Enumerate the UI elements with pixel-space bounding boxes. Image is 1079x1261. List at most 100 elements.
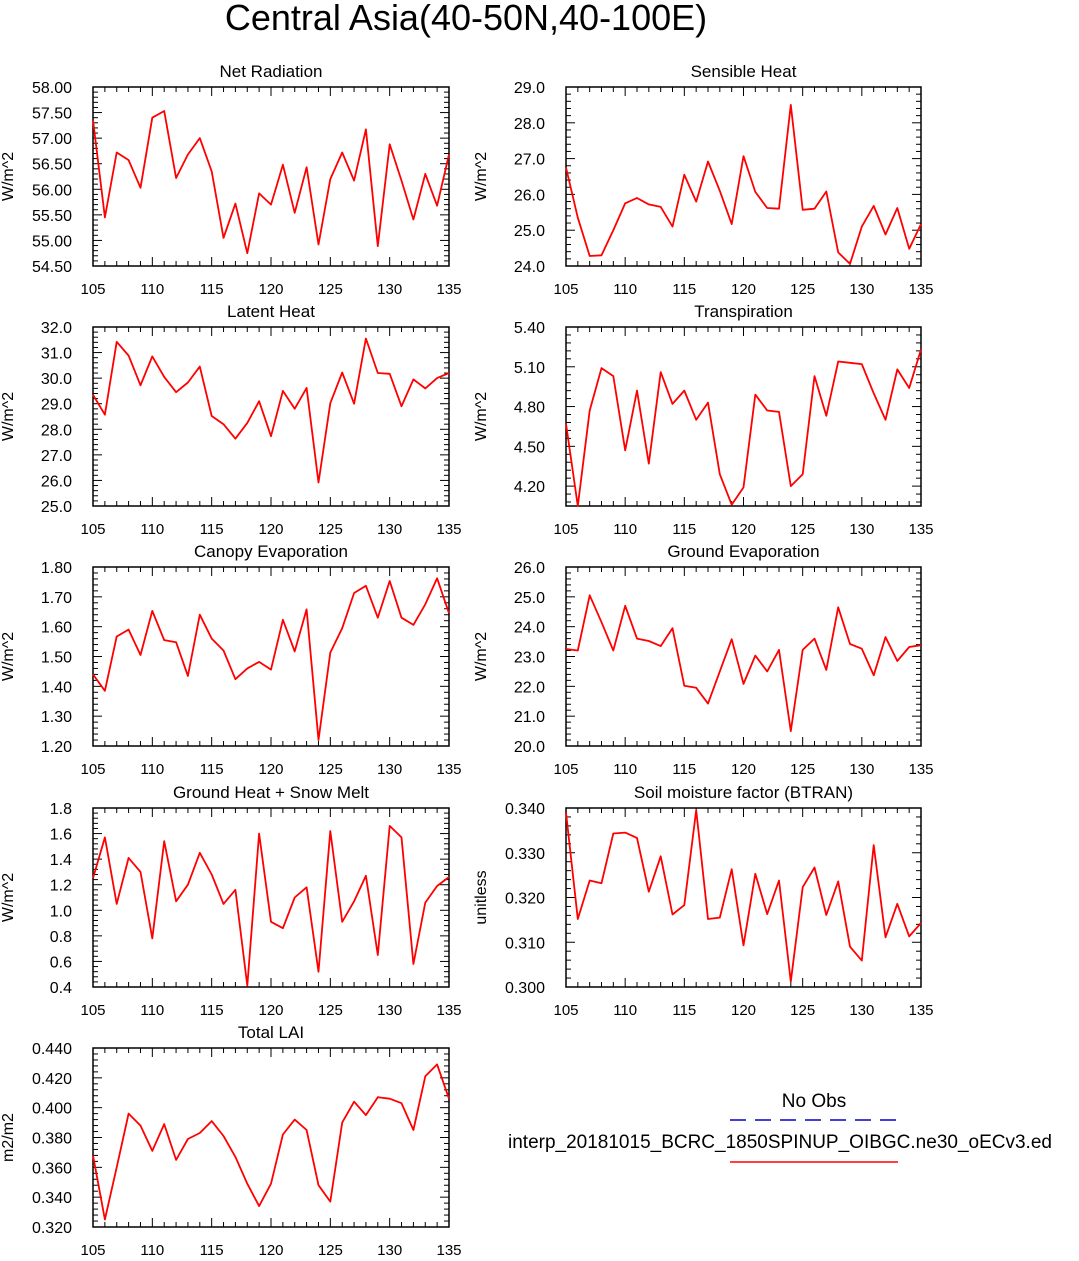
y-tick-label: 29.0 <box>41 397 72 414</box>
figure-title: Central Asia(40-50N,40-100E) <box>225 0 707 38</box>
y-tick-label: 1.60 <box>41 620 72 637</box>
panel-7: 105 110 115 120 125 130 135 0.300 0.310 0.320 0.33… <box>473 783 934 1019</box>
y-tick-label: 28.0 <box>514 116 545 133</box>
y-tick-label: 0.310 <box>505 935 545 952</box>
panel-6: 105 110 115 120 125 130 135 0.4 0.6 0.8 1.0 1.2 1.4 1… <box>0 783 462 1019</box>
x-tick-label: 125 <box>318 761 343 778</box>
y-axis-label: m2/m2 <box>0 1113 17 1162</box>
series-line <box>565 594 922 732</box>
x-tick-label: 105 <box>553 761 578 778</box>
y-tick-label: 0.8 <box>50 929 72 946</box>
y-tick-label: 1.8 <box>50 801 72 818</box>
y-tick-label: 5.10 <box>514 360 545 377</box>
x-tick-label: 115 <box>672 521 696 538</box>
series-line <box>92 1063 450 1221</box>
y-tick-label: 4.20 <box>514 479 545 496</box>
x-tick-label: 130 <box>849 281 874 298</box>
x-tick-label: 125 <box>790 521 815 538</box>
panel-title: Net Radiation <box>219 62 322 81</box>
x-tick-label: 105 <box>553 281 578 298</box>
y-tick-label: 56.50 <box>32 157 72 174</box>
x-tick-label: 115 <box>200 761 224 778</box>
series-line <box>92 825 450 987</box>
x-tick-label: 130 <box>377 521 402 538</box>
x-tick-label: 105 <box>80 761 105 778</box>
x-tick-label: 105 <box>553 1002 578 1019</box>
x-tick-label: 130 <box>377 761 402 778</box>
y-axis-label: W/m^2 <box>0 152 17 201</box>
plot-frame <box>92 566 450 747</box>
x-tick-label: 120 <box>258 521 283 538</box>
x-tick-label: 105 <box>80 281 105 298</box>
y-tick-label: 4.80 <box>514 400 545 417</box>
y-tick-label: 55.00 <box>32 233 72 250</box>
y-tick-label: 30.0 <box>41 371 72 388</box>
y-tick-label: 1.50 <box>41 650 72 667</box>
y-tick-label: 58.00 <box>32 80 72 97</box>
y-tick-label: 57.00 <box>32 131 72 148</box>
x-tick-label: 135 <box>436 521 461 538</box>
y-tick-label: 1.80 <box>41 560 72 577</box>
x-tick-label: 105 <box>80 521 105 538</box>
x-tick-label: 125 <box>318 281 343 298</box>
x-tick-label: 130 <box>849 1002 874 1019</box>
y-axis-label: W/m^2 <box>473 152 490 201</box>
series-line <box>565 104 922 265</box>
y-tick-label: 0.340 <box>505 801 545 818</box>
y-tick-label: 55.50 <box>32 208 72 225</box>
x-tick-label: 120 <box>731 281 756 298</box>
x-tick-label: 125 <box>318 521 343 538</box>
x-tick-label: 125 <box>790 281 815 298</box>
x-tick-label: 135 <box>908 281 933 298</box>
y-tick-label: 21.0 <box>514 709 545 726</box>
series-line <box>92 110 450 255</box>
y-tick-label: 27.0 <box>514 152 545 169</box>
x-tick-label: 110 <box>613 1002 637 1019</box>
y-tick-label: 25.0 <box>41 499 72 516</box>
y-axis-label: W/m^2 <box>0 873 17 922</box>
x-tick-label: 120 <box>731 761 756 778</box>
y-tick-label: 1.70 <box>41 590 72 607</box>
y-tick-label: 25.0 <box>514 223 545 240</box>
x-tick-label: 135 <box>436 1242 461 1259</box>
y-tick-label: 24.0 <box>514 259 545 276</box>
y-tick-label: 5.40 <box>514 320 545 337</box>
x-tick-label: 120 <box>258 1002 283 1019</box>
y-tick-label: 54.50 <box>32 259 72 276</box>
plot-frame <box>92 326 450 507</box>
y-tick-label: 0.320 <box>505 891 545 908</box>
x-tick-label: 115 <box>672 761 696 778</box>
x-tick-label: 130 <box>377 281 402 298</box>
x-tick-label: 120 <box>731 1002 756 1019</box>
panel-title: Latent Heat <box>227 302 315 321</box>
y-tick-label: 1.0 <box>50 903 72 920</box>
y-tick-label: 0.360 <box>32 1160 72 1177</box>
y-tick-label: 23.0 <box>514 650 545 667</box>
x-tick-label: 120 <box>258 761 283 778</box>
series-line <box>92 577 450 741</box>
x-tick-label: 105 <box>80 1002 105 1019</box>
x-tick-label: 110 <box>140 281 164 298</box>
y-tick-label: 29.0 <box>514 80 545 97</box>
y-tick-label: 26.0 <box>514 187 545 204</box>
y-tick-label: 28.0 <box>41 422 72 439</box>
y-tick-label: 0.420 <box>32 1071 72 1088</box>
panel-title: Soil moisture factor (BTRAN) <box>634 783 853 802</box>
plot-frame <box>92 807 450 988</box>
y-tick-label: 1.4 <box>50 852 72 869</box>
y-tick-label: 1.30 <box>41 709 72 726</box>
panel-1: 105 110 115 120 125 130 135 24.0 25.0 26.0 27.0 28.… <box>473 62 934 298</box>
y-tick-label: 27.0 <box>41 448 72 465</box>
x-tick-label: 110 <box>140 1002 164 1019</box>
x-tick-label: 110 <box>613 521 637 538</box>
panels-group: 105 110 115 120 125 130 135 54.50 55.00 55.50 56.0… <box>0 62 934 1259</box>
y-tick-label: 4.50 <box>514 439 545 456</box>
x-tick-label: 115 <box>672 1002 696 1019</box>
y-tick-label: 1.20 <box>41 739 72 756</box>
y-tick-label: 31.0 <box>41 346 72 363</box>
y-tick-label: 0.320 <box>32 1220 72 1237</box>
x-tick-label: 115 <box>200 521 224 538</box>
panel-title: Canopy Evaporation <box>194 542 348 561</box>
panel-title: Transpiration <box>694 302 793 321</box>
